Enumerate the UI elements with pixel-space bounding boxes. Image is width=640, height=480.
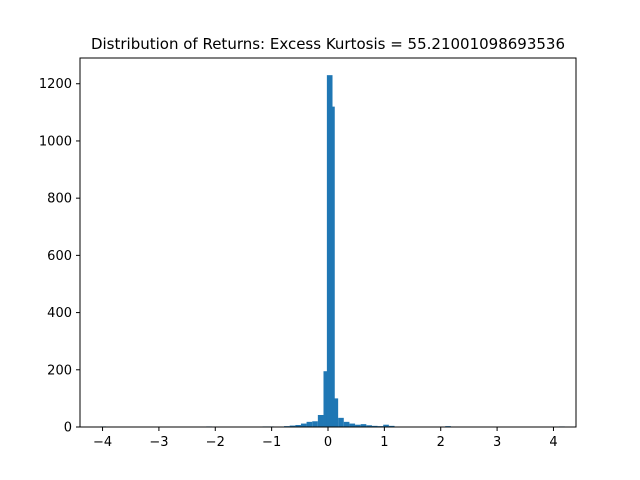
y-tick-label: 600 xyxy=(47,249,72,264)
y-tick-label: 200 xyxy=(47,363,72,378)
x-tick-label: 3 xyxy=(493,435,501,450)
y-tick-label: 1200 xyxy=(39,77,72,92)
histogram-bar xyxy=(343,421,350,427)
histogram-bar xyxy=(295,424,301,427)
histogram-bar xyxy=(306,421,313,427)
histogram-bar xyxy=(323,371,330,427)
histogram-bar xyxy=(317,414,324,427)
histogram-bar xyxy=(300,423,307,427)
x-tick-label: 4 xyxy=(549,435,557,450)
x-tick-label: −2 xyxy=(206,435,225,450)
x-tick-label: −1 xyxy=(262,435,281,450)
histogram-bar xyxy=(383,424,389,427)
histogram-bar xyxy=(329,106,335,428)
histogram-bar xyxy=(349,423,356,427)
histogram-bar xyxy=(289,425,296,427)
histogram-bar xyxy=(338,417,344,427)
x-tick-label: −3 xyxy=(149,435,168,450)
histogram-bar xyxy=(371,425,378,427)
y-tick-label: 1000 xyxy=(39,134,72,149)
histogram-bar xyxy=(388,425,395,427)
y-axis: 0 200 400 600 800 1000 1200 xyxy=(39,77,80,436)
y-tick-label: 800 xyxy=(47,192,72,207)
histogram-bar xyxy=(355,424,361,427)
y-tick-label: 0 xyxy=(64,421,72,436)
histogram-bars xyxy=(100,75,565,428)
x-tick-label: 1 xyxy=(380,435,388,450)
histogram-bar xyxy=(360,424,367,427)
x-tick-label: 0 xyxy=(324,435,332,450)
chart-title: Distribution of Returns: Excess Kurtosis… xyxy=(91,35,565,53)
x-tick-label: −4 xyxy=(93,435,112,450)
histogram-bar xyxy=(312,421,318,427)
histogram-bar xyxy=(366,425,372,427)
y-tick-label: 400 xyxy=(47,306,72,321)
x-tick-label: 2 xyxy=(437,435,445,450)
histogram-bar xyxy=(332,398,339,427)
x-axis: −4 −3 −2 −1 0 1 2 3 4 xyxy=(93,427,558,450)
